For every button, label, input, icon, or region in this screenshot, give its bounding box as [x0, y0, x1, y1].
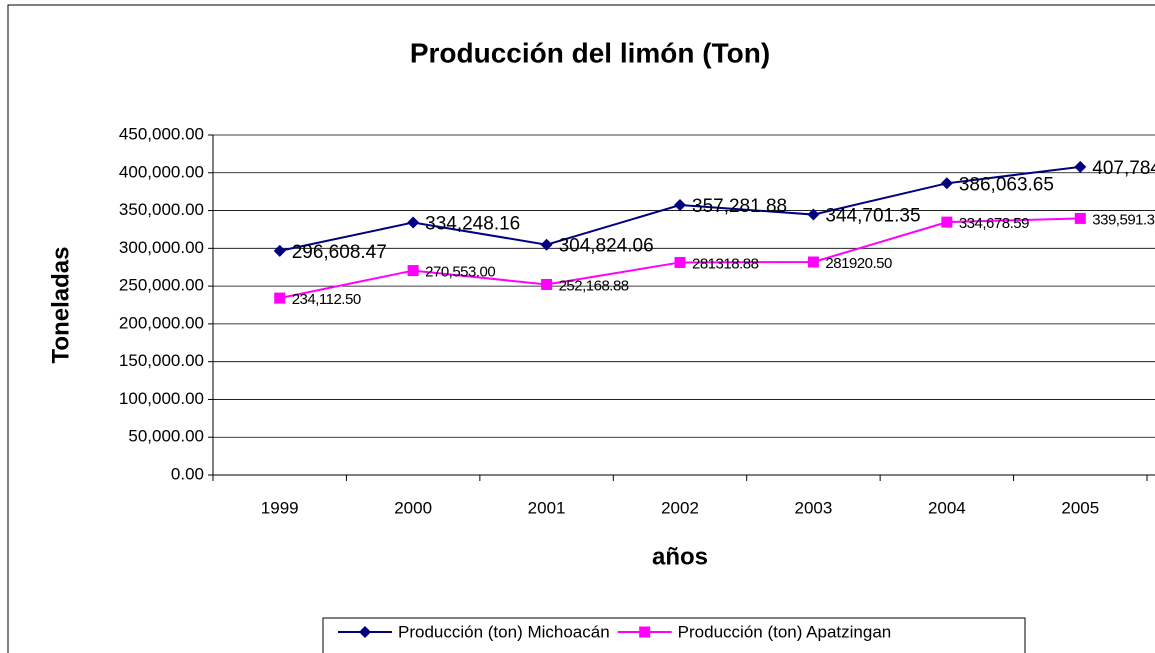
x-tick-label: 2002 [661, 498, 699, 517]
data-label: 252,168.88 [559, 277, 629, 294]
y-tick-label: 100,000.00 [119, 389, 204, 408]
point [941, 216, 953, 228]
y-tick-label: 0.00 [171, 464, 204, 483]
point [1074, 212, 1086, 224]
legend-marker [359, 626, 371, 638]
point [407, 216, 420, 229]
x-tick-label: 2001 [528, 498, 566, 517]
point [541, 278, 553, 290]
y-axis-title: Toneladas [47, 247, 74, 364]
legend-label: Producción (ton) Apatzingan [678, 622, 892, 641]
point [807, 208, 820, 221]
data-label: 304,824.06 [559, 236, 654, 257]
data-label: 334,248.16 [425, 213, 520, 234]
data-label: 407,784.14 [1092, 158, 1155, 179]
legend-marker [639, 626, 651, 638]
data-label: 334,678.59 [959, 215, 1029, 232]
chart-border [7, 4, 1155, 653]
y-tick-label: 150,000.00 [119, 351, 204, 370]
data-label: 344,701.35 [825, 206, 920, 227]
x-tick-label: 1999 [261, 498, 299, 517]
point [1074, 160, 1087, 173]
data-label: 386,063.65 [959, 174, 1054, 195]
y-tick-label: 200,000.00 [119, 313, 204, 332]
point [273, 244, 286, 257]
y-tick-label: 450,000.00 [119, 124, 204, 143]
x-tick-label: 2004 [928, 498, 966, 517]
y-tick-label: 350,000.00 [119, 200, 204, 219]
data-label: 234,112.50 [292, 291, 361, 308]
x-tick-label: 2000 [394, 498, 432, 517]
y-tick-label: 50,000.00 [128, 427, 204, 446]
data-label: 270,553.00 [425, 264, 495, 281]
point [540, 238, 553, 251]
point [674, 256, 686, 268]
point [674, 199, 686, 212]
data-label: 296,608.47 [292, 242, 387, 263]
data-label: 339,591.38 [1092, 211, 1155, 228]
chart-title: Producción del limón (Ton) [410, 37, 770, 68]
legend-label: Producción (ton) Michoacán [398, 622, 610, 641]
point [407, 265, 419, 277]
point [274, 292, 286, 304]
x-tick-label: 2005 [1061, 498, 1099, 517]
y-tick-label: 250,000.00 [119, 276, 204, 295]
x-tick-label: 2003 [795, 498, 833, 517]
data-label: 281318.88 [692, 255, 759, 272]
y-tick-label: 400,000.00 [119, 162, 204, 181]
y-tick-label: 300,000.00 [119, 238, 204, 257]
data-label: 357,281.88 [692, 196, 787, 217]
x-axis-title: años [652, 543, 708, 570]
point [807, 256, 819, 268]
legend-box [322, 617, 1026, 653]
point [940, 177, 953, 190]
data-label: 281920.50 [825, 255, 892, 272]
